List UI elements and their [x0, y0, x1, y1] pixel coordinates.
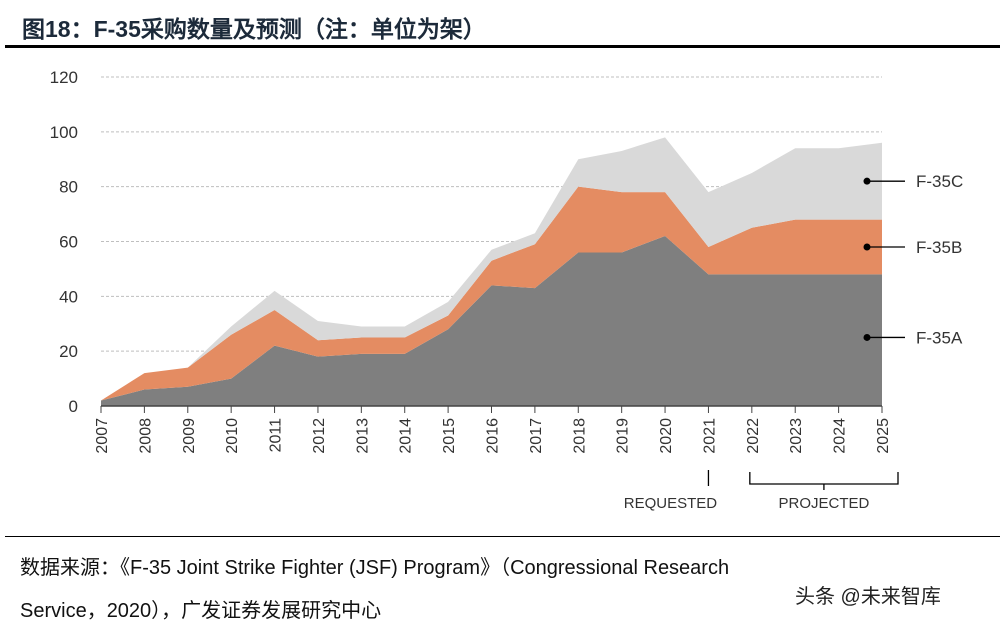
legend-label: F-35C — [916, 172, 963, 191]
x-tick-label: 2013 — [354, 418, 371, 454]
x-tick-label: 2007 — [94, 418, 111, 454]
x-tick-label: 2025 — [875, 418, 892, 454]
legend-label: F-35A — [916, 328, 963, 347]
x-tick-label: 2011 — [268, 418, 285, 453]
source-line-1: 数据来源：《F-35 Joint Strike Fighter (JSF) Pr… — [20, 557, 730, 579]
y-tick-label: 0 — [69, 397, 78, 416]
x-tick-label: 2024 — [832, 418, 849, 454]
x-tick-label: 2019 — [615, 418, 632, 454]
y-tick-label: 20 — [59, 342, 78, 361]
x-tick-label: 2022 — [745, 418, 762, 454]
x-tick-label: 2023 — [788, 418, 805, 454]
projected-bracket — [749, 472, 899, 485]
x-tick-label: 2017 — [528, 418, 545, 454]
x-tick-label: 2016 — [485, 418, 502, 454]
y-tick-label: 80 — [59, 178, 78, 197]
x-tick-label: 2021 — [701, 418, 718, 454]
x-tick-label: 2008 — [137, 418, 154, 454]
y-tick-label: 120 — [50, 68, 78, 87]
y-tick-label: 40 — [59, 287, 78, 306]
projected-label: PROJECTED — [778, 495, 869, 512]
y-tick-label: 60 — [59, 233, 78, 252]
x-tick-label: 2018 — [571, 418, 588, 454]
title-underline — [5, 45, 1000, 48]
y-tick-label: 100 — [50, 123, 78, 142]
x-tick-label: 2009 — [181, 418, 198, 454]
figure-title: 图18：F-35采购数量及预测（注：单位为架） — [22, 16, 486, 42]
requested-label: REQUESTED — [624, 495, 718, 512]
area-f-35b — [101, 186, 882, 401]
source-line-2: Service，2020），广发证券发展研究中心 — [20, 600, 382, 622]
area-f-35c — [101, 137, 882, 401]
x-tick-label: 2020 — [658, 418, 675, 454]
legend-label: F-35B — [916, 238, 962, 257]
x-tick-label: 2010 — [224, 418, 241, 454]
x-tick-label: 2012 — [311, 418, 328, 454]
area-f-35a — [101, 236, 882, 406]
x-tick-label: 2015 — [441, 418, 458, 454]
stacked-area-chart: 0 20 40 60 80 100 120 F-35A F-35B F-35C 2007 2008 20… — [50, 68, 964, 512]
source-divider — [5, 536, 1000, 537]
watermark: 头条 @未来智库 — [795, 586, 941, 608]
x-tick-label: 2014 — [398, 418, 415, 454]
